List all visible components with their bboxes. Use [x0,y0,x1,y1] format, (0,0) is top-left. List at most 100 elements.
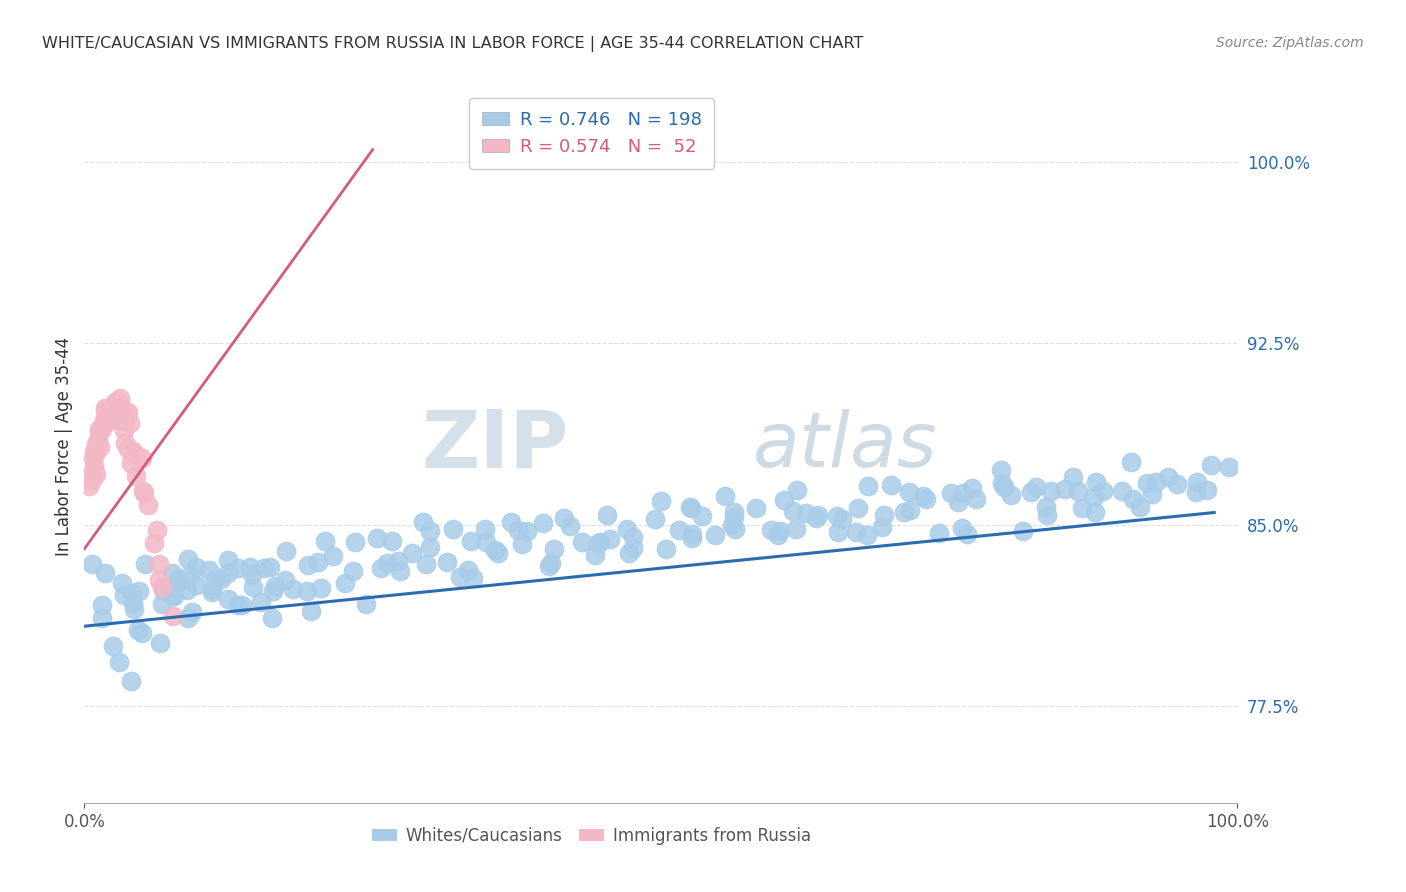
Point [177,611,200,625]
Point [342,564,364,578]
Point [259,560,281,574]
Point [1021,484,1043,499]
Point [111,575,134,590]
Point [419,540,441,554]
Point [1136,475,1159,490]
Point [990,463,1012,477]
Point [388,564,411,578]
Point [322,549,344,564]
Point [745,501,768,516]
Point [84,437,107,451]
Point [724,522,747,536]
Point [946,495,969,509]
Point [991,475,1014,490]
Point [89,422,111,436]
Point [965,491,987,506]
Point [295,584,318,599]
Point [281,582,304,596]
Point [571,534,593,549]
Point [952,521,974,535]
Point [264,579,287,593]
Point [148,573,170,587]
Point [169,572,191,586]
Point [583,548,606,562]
Point [1218,459,1240,474]
Point [112,412,135,426]
Point [163,589,186,603]
Point [118,417,141,431]
Point [107,401,129,416]
Point [831,511,853,525]
Text: Source: ZipAtlas.com: Source: ZipAtlas.com [1216,36,1364,50]
Point [1122,492,1144,507]
Point [668,524,690,538]
Point [873,508,896,522]
Point [589,534,612,549]
Y-axis label: In Labor Force | Age 35-44: In Labor Force | Age 35-44 [55,336,73,556]
Point [856,528,879,542]
Point [1092,484,1115,499]
Text: ZIP: ZIP [422,407,568,485]
Text: atlas: atlas [754,409,938,483]
Point [644,512,666,526]
Point [314,534,336,549]
Point [599,532,621,546]
Point [160,589,183,603]
Point [344,535,367,549]
Point [1129,500,1152,514]
Point [956,527,979,541]
Point [543,541,565,556]
Point [122,444,145,458]
Point [872,519,894,533]
Point [226,599,249,613]
Point [1067,484,1090,499]
Point [1040,483,1063,498]
Point [111,404,134,418]
Point [101,403,124,417]
Point [77,478,100,492]
Point [128,583,150,598]
Point [108,391,131,405]
Point [101,405,124,419]
Point [655,541,678,556]
Point [993,480,1015,494]
Point [152,583,174,598]
Point [720,517,742,532]
Point [90,611,112,625]
Point [621,541,644,555]
Point [461,570,484,584]
Point [83,458,105,473]
Point [150,580,173,594]
Point [1085,475,1108,490]
Point [110,400,132,414]
Point [586,536,609,550]
Point [960,481,983,495]
Point [112,423,135,437]
Point [209,572,232,586]
Point [249,595,271,609]
Point [117,407,139,421]
Point [880,478,903,492]
Point [766,528,789,542]
Point [217,592,239,607]
Point [1025,480,1047,494]
Point [93,403,115,417]
Point [501,515,523,529]
Point [681,500,703,515]
Point [114,436,136,450]
Point [375,556,398,570]
Point [89,440,111,454]
Point [1119,454,1142,468]
Point [785,522,807,536]
Point [617,546,640,560]
Point [915,492,938,507]
Point [82,450,104,465]
Point [143,536,166,550]
Point [98,413,121,427]
Point [540,556,562,570]
Point [131,450,153,465]
Point [714,489,737,503]
Point [457,563,479,577]
Point [125,469,148,483]
Point [356,597,378,611]
